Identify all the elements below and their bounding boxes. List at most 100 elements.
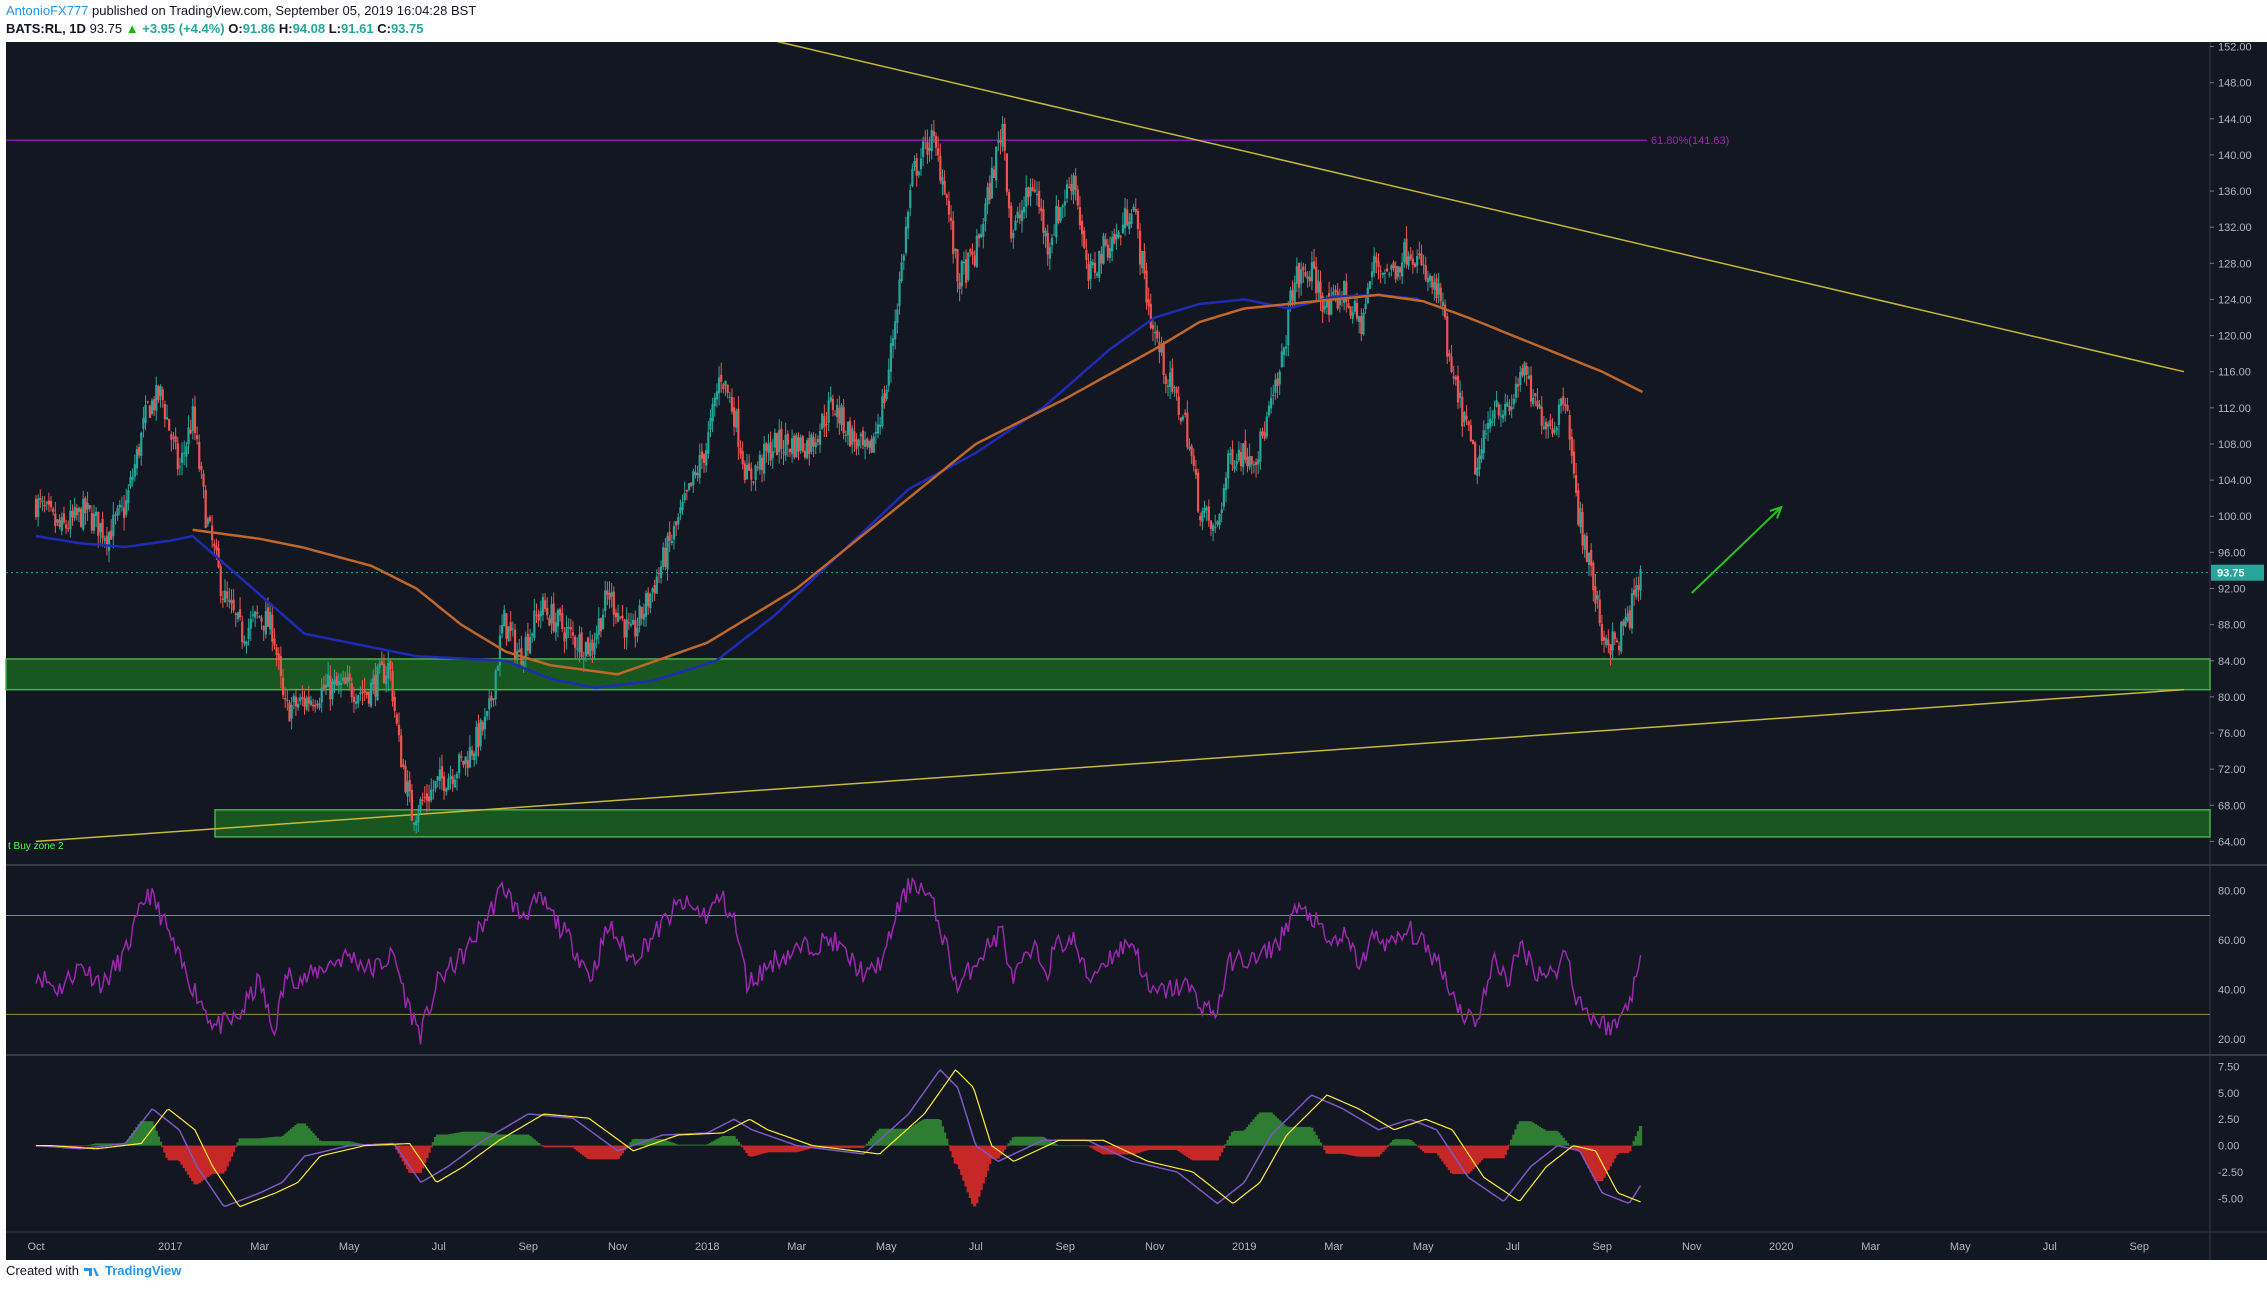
- candle: [322, 684, 325, 690]
- histogram-bar: [403, 1145, 408, 1166]
- histogram-bar: [1170, 1145, 1174, 1151]
- macd-line[interactable]: [35, 1069, 1642, 1208]
- candle: [952, 220, 955, 255]
- candle: [1424, 265, 1427, 280]
- histogram-bar: [1572, 1145, 1576, 1151]
- price-tick-label: 112.00: [2218, 403, 2251, 415]
- candle: [1280, 351, 1283, 368]
- candle: [1080, 220, 1084, 235]
- author-link[interactable]: AntonioFX777: [6, 3, 89, 18]
- time-axis[interactable]: [6, 1232, 2210, 1260]
- signal-line[interactable]: [36, 1069, 1641, 1208]
- candle: [1300, 269, 1303, 284]
- histogram-bar: [423, 1145, 427, 1164]
- histogram-bar: [425, 1145, 429, 1158]
- histogram-bar: [891, 1128, 895, 1146]
- histogram-bar: [232, 1145, 236, 1152]
- histogram-bar: [1452, 1145, 1456, 1175]
- candle: [346, 677, 349, 683]
- candle: [305, 698, 308, 710]
- tradingview-brand[interactable]: TradingView: [104, 1263, 182, 1278]
- candle: [296, 703, 300, 708]
- candle: [1048, 247, 1051, 259]
- histogram-bar: [236, 1142, 240, 1146]
- histogram-bar: [1475, 1145, 1479, 1165]
- histogram-bar: [1439, 1145, 1443, 1159]
- histogram-bar: [1619, 1145, 1623, 1153]
- candle: [771, 451, 774, 459]
- upper-trendline[interactable]: [645, 42, 2185, 373]
- candle: [859, 434, 862, 437]
- histogram-bar: [1119, 1145, 1123, 1155]
- ma-short-line[interactable]: [35, 293, 1419, 690]
- up-arrow-icon[interactable]: [1691, 506, 1782, 594]
- time-tick-label: 2018: [695, 1241, 719, 1253]
- candle: [443, 776, 446, 792]
- time-tick-label: Jul: [2043, 1241, 2057, 1253]
- histogram-bar: [1638, 1125, 1643, 1146]
- candle: [303, 698, 306, 707]
- candle: [178, 466, 182, 468]
- price-axis[interactable]: [2210, 42, 2267, 1260]
- candle: [992, 169, 996, 178]
- histogram-bar: [1630, 1145, 1634, 1147]
- histogram-bar: [191, 1145, 195, 1182]
- histogram-bar: [300, 1123, 304, 1146]
- candle: [404, 765, 407, 793]
- candle: [1409, 254, 1412, 260]
- candle: [1471, 440, 1475, 444]
- candle: [1209, 520, 1213, 529]
- candle: [440, 766, 444, 779]
- histogram-bar: [955, 1145, 960, 1165]
- histogram-bar: [687, 1144, 691, 1146]
- ma-long-line[interactable]: [192, 293, 1644, 676]
- candle: [133, 464, 136, 477]
- candle: [990, 167, 993, 199]
- candle: [842, 407, 845, 434]
- histogram-bar: [1093, 1145, 1097, 1150]
- histogram-bar: [1237, 1130, 1241, 1146]
- candle: [687, 483, 691, 490]
- candle: [402, 764, 405, 767]
- rsi-line[interactable]: [35, 876, 1642, 1045]
- candle: [1272, 394, 1275, 397]
- histogram-bar: [835, 1145, 839, 1148]
- candle: [900, 262, 903, 282]
- plot-area[interactable]: [6, 42, 2210, 1232]
- candle: [1057, 206, 1060, 223]
- candle: [314, 704, 317, 707]
- candle: [1626, 613, 1629, 621]
- buy-zone[interactable]: [214, 809, 2211, 838]
- histogram-bar: [1602, 1145, 1606, 1178]
- histogram-bar: [906, 1128, 910, 1146]
- histogram-bar: [1604, 1145, 1608, 1174]
- histogram-bar: [1480, 1145, 1484, 1161]
- candle: [1338, 298, 1341, 306]
- histogram-bar: [728, 1135, 732, 1146]
- histogram-bar: [332, 1141, 337, 1146]
- chart-canvas[interactable]: 152.00148.00144.00140.00136.00132.00128.…: [0, 42, 2267, 1260]
- histogram-bar: [1078, 1145, 1082, 1147]
- histogram-bar: [268, 1137, 272, 1146]
- histogram-bar: [629, 1142, 633, 1146]
- histogram-bar: [738, 1144, 743, 1146]
- candle: [43, 504, 46, 507]
- candle: [601, 614, 605, 630]
- histogram-bar: [895, 1128, 899, 1146]
- histogram-bar: [586, 1145, 590, 1159]
- candle: [1540, 406, 1543, 426]
- histogram-bar: [1406, 1139, 1411, 1146]
- candle: [382, 663, 386, 684]
- lower-trendline[interactable]: [35, 688, 2185, 843]
- candle: [1443, 304, 1447, 318]
- price-tick-label: 132.00: [2218, 222, 2252, 234]
- time-tick-label: Mar: [250, 1241, 269, 1253]
- candle: [1252, 464, 1256, 466]
- candle: [103, 538, 106, 541]
- candle: [864, 439, 867, 447]
- candle: [827, 400, 830, 424]
- candle: [623, 619, 626, 638]
- histogram-bar: [1190, 1145, 1194, 1160]
- histogram-bar: [1198, 1145, 1202, 1161]
- histogram-bar: [674, 1143, 678, 1146]
